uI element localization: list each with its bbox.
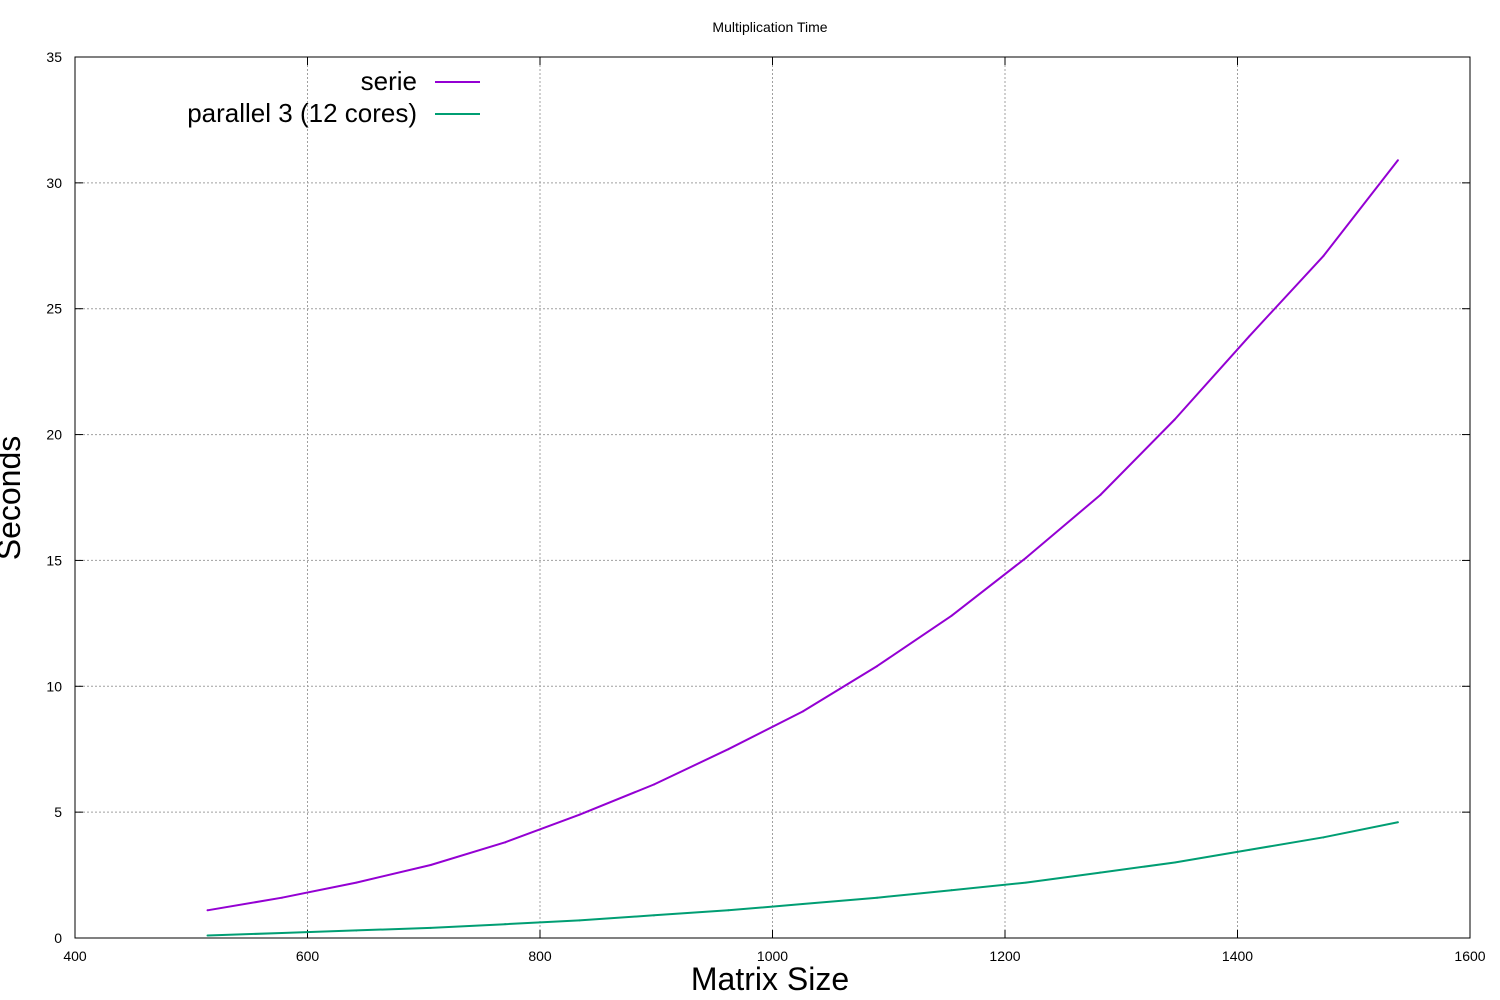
data-point bbox=[1322, 836, 1325, 839]
data-point bbox=[280, 931, 283, 934]
data-point bbox=[801, 710, 804, 713]
x-tick-label: 1400 bbox=[1222, 948, 1253, 964]
data-point bbox=[876, 665, 879, 668]
data-point bbox=[876, 896, 879, 899]
data-point bbox=[504, 841, 507, 844]
data-point bbox=[801, 903, 804, 906]
data-point bbox=[652, 914, 655, 917]
legend-label: serie bbox=[361, 66, 417, 96]
data-point bbox=[727, 748, 730, 751]
data-point bbox=[950, 614, 953, 617]
y-tick-label: 15 bbox=[46, 552, 62, 568]
y-tick-label: 35 bbox=[46, 49, 62, 65]
data-point bbox=[727, 909, 730, 912]
x-tick-label: 600 bbox=[296, 948, 320, 964]
y-tick-label: 10 bbox=[46, 678, 62, 694]
data-point bbox=[280, 896, 283, 899]
data-point bbox=[206, 909, 209, 912]
data-point bbox=[1173, 418, 1176, 421]
y-tick-label: 5 bbox=[54, 804, 62, 820]
y-tick-label: 20 bbox=[46, 427, 62, 443]
data-point bbox=[355, 881, 358, 884]
data-point bbox=[1322, 254, 1325, 257]
series-lines bbox=[206, 159, 1399, 937]
data-point bbox=[355, 929, 358, 932]
data-point bbox=[1099, 493, 1102, 496]
x-axis-label: Matrix Size bbox=[691, 961, 849, 997]
data-point bbox=[1396, 821, 1399, 824]
data-point bbox=[206, 934, 209, 937]
x-tick-label: 1200 bbox=[989, 948, 1020, 964]
data-point bbox=[578, 813, 581, 816]
legend-label: parallel 3 (12 cores) bbox=[187, 98, 417, 128]
data-point bbox=[1248, 335, 1251, 338]
axis-ticks: 400 600 800 1000 1200 1400 1600 0 5 10 15 20 25 30 35 bbox=[46, 49, 1485, 964]
x-tick-label: 1000 bbox=[757, 948, 788, 964]
data-point bbox=[429, 926, 432, 929]
data-point bbox=[429, 864, 432, 867]
y-tick-label: 0 bbox=[54, 930, 62, 946]
x-tick-label: 800 bbox=[528, 948, 552, 964]
y-tick-label: 30 bbox=[46, 175, 62, 191]
data-point bbox=[1024, 556, 1027, 559]
chart-title: Multiplication Time bbox=[712, 19, 827, 35]
data-point bbox=[1396, 159, 1399, 162]
data-point bbox=[504, 923, 507, 926]
series-line-0 bbox=[207, 159, 1399, 912]
data-point bbox=[578, 919, 581, 922]
data-point bbox=[950, 889, 953, 892]
data-point bbox=[1173, 861, 1176, 864]
grid bbox=[75, 57, 1470, 938]
data-point bbox=[1248, 848, 1251, 851]
x-tick-label: 400 bbox=[63, 948, 87, 964]
y-tick-label: 25 bbox=[46, 301, 62, 317]
y-axis-label: Seconds bbox=[0, 436, 27, 561]
data-point bbox=[652, 783, 655, 786]
x-tick-label: 1600 bbox=[1454, 948, 1485, 964]
series-line-1 bbox=[207, 821, 1399, 937]
data-point bbox=[1099, 871, 1102, 874]
data-point bbox=[1024, 881, 1027, 884]
